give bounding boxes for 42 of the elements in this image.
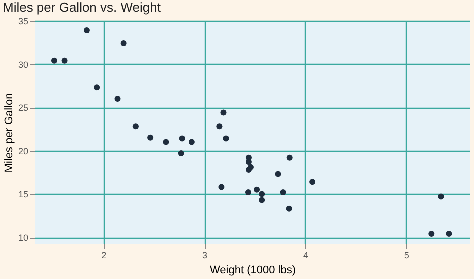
- point: [94, 84, 100, 91]
- x-tick-label: 5: [404, 250, 410, 260]
- point: [62, 58, 68, 64]
- y-tick-label: 35: [18, 16, 28, 26]
- point: [438, 194, 444, 200]
- y-tick-label: 15: [18, 190, 28, 200]
- y-tick-label: 25: [18, 103, 28, 114]
- y-tick-label: 30: [18, 60, 28, 70]
- point: [286, 206, 292, 212]
- point: [286, 154, 293, 161]
- point: [446, 231, 452, 238]
- point: [120, 40, 127, 47]
- x-axis-title: Weight (1000 lbs): [210, 264, 296, 276]
- point: [259, 191, 266, 198]
- point: [132, 124, 139, 130]
- point: [428, 231, 435, 238]
- point: [280, 189, 286, 196]
- y-tick-label: 20: [18, 146, 28, 156]
- point: [114, 96, 121, 102]
- point: [51, 58, 58, 64]
- x-tick-label: 4: [303, 250, 308, 260]
- point: [254, 186, 260, 193]
- point: [148, 134, 154, 141]
- point: [246, 166, 252, 173]
- point: [178, 150, 184, 156]
- point: [259, 197, 266, 204]
- y-axis-title: Miles per Gallon: [3, 93, 16, 173]
- point: [188, 139, 195, 146]
- x-tick-label: 3: [202, 250, 208, 260]
- point: [223, 136, 230, 142]
- point: [275, 171, 282, 178]
- point: [179, 136, 186, 142]
- y-tick-label: 10: [18, 233, 28, 244]
- x-tick-label: 2: [102, 250, 107, 260]
- point: [245, 189, 252, 196]
- point: [218, 184, 225, 190]
- chart-title: Miles per Gallon vs. Weight: [2, 0, 162, 15]
- point: [216, 124, 223, 130]
- point: [220, 110, 227, 116]
- point: [163, 139, 170, 146]
- point: [310, 179, 316, 186]
- point: [84, 28, 90, 34]
